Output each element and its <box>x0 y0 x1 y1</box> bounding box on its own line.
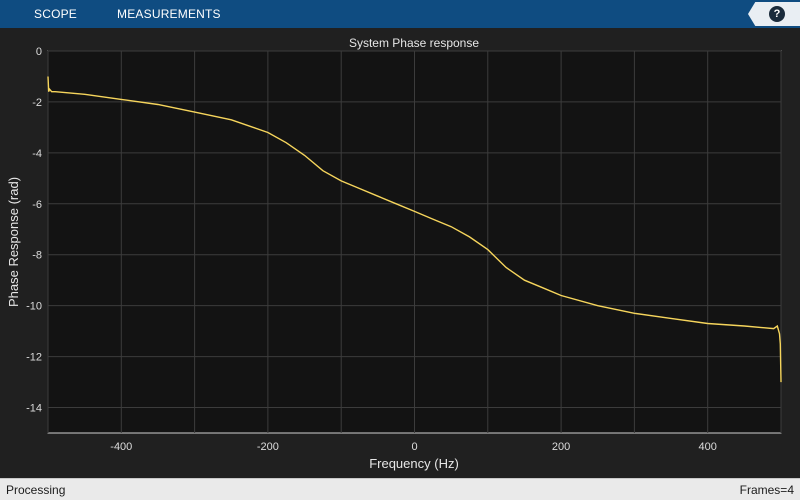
x-tick-labels: -400 -200 0 200 400 <box>110 441 717 453</box>
y-tick-label: 0 <box>36 46 42 58</box>
scope-display: -400 -200 0 200 400 0 -2 -4 -6 -8 -10 -12 -14 Syste… <box>0 28 800 478</box>
status-bar: Processing Frames=4 <box>0 478 800 500</box>
y-tick-label: -14 <box>26 403 42 415</box>
y-tick-label: -8 <box>32 250 42 262</box>
help-icon[interactable]: ? <box>769 6 785 22</box>
x-tick-label: 200 <box>552 441 570 453</box>
toolstrip: SCOPE MEASUREMENTS ? <box>0 0 800 28</box>
phase-trace <box>47 76 782 383</box>
chart-title: System Phase response <box>349 36 479 50</box>
frames-counter: Frames=4 <box>739 482 794 497</box>
x-axis-label: Frequency (Hz) <box>369 456 459 471</box>
status-text: Processing <box>6 482 66 497</box>
y-tick-label: -12 <box>26 352 42 364</box>
x-tick-label: 0 <box>411 441 417 453</box>
grid-lines <box>47 50 782 433</box>
y-tick-labels: 0 -2 -4 -6 -8 -10 -12 -14 <box>26 46 42 415</box>
x-tick-label: 400 <box>699 441 717 453</box>
x-tick-label: -400 <box>110 441 132 453</box>
y-tick-label: -6 <box>32 199 42 211</box>
tab-measurements[interactable]: MEASUREMENTS <box>117 7 221 21</box>
phase-response-chart: -400 -200 0 200 400 0 -2 -4 -6 -8 -10 -12 -14 Syste… <box>6 36 782 471</box>
y-axis-label: Phase Response (rad) <box>6 177 21 307</box>
y-tick-label: -2 <box>32 97 42 109</box>
y-tick-label: -10 <box>26 301 42 313</box>
x-tick-label: -200 <box>257 441 279 453</box>
y-tick-label: -4 <box>32 148 42 160</box>
tab-scope[interactable]: SCOPE <box>34 7 78 21</box>
help-button-container[interactable]: ? <box>748 2 800 26</box>
